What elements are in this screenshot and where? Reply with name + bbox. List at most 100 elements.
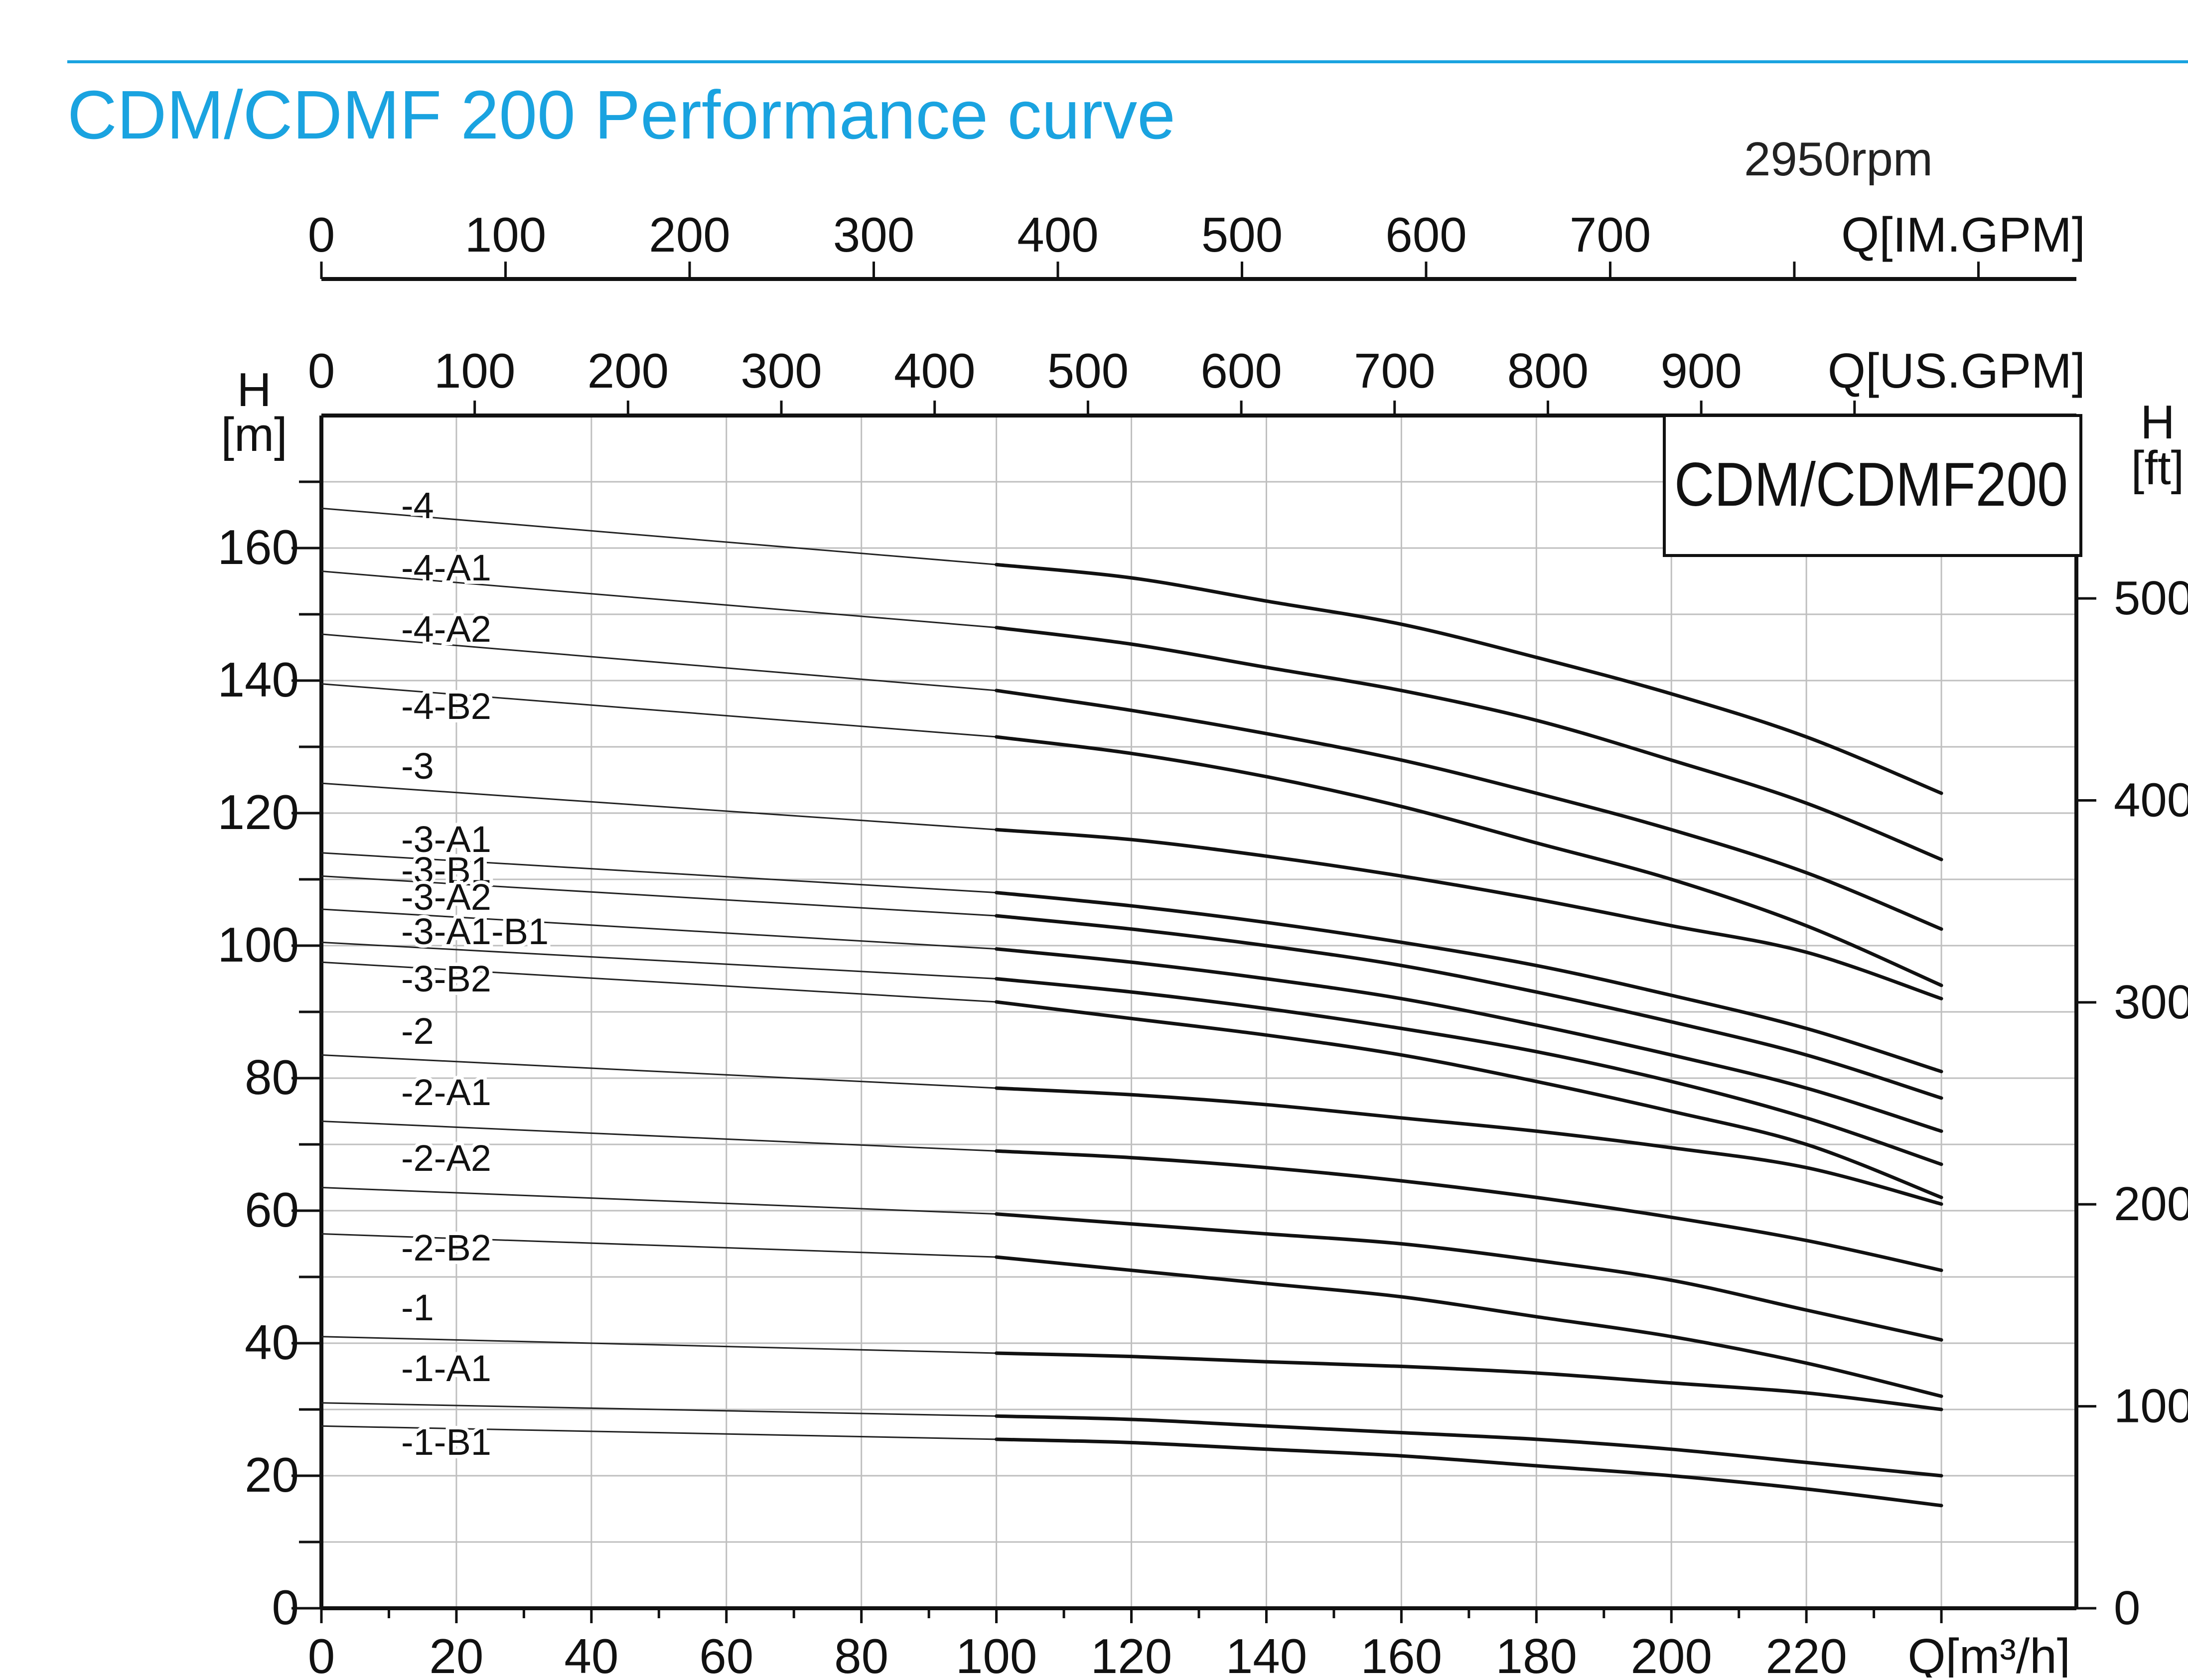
curve-stage-4 bbox=[995, 562, 1943, 795]
curve-stage-1 bbox=[995, 1351, 1943, 1411]
curve-label: -2-B2 bbox=[401, 1227, 491, 1268]
x-us-tick-label: 0 bbox=[308, 343, 335, 398]
curve-label: -2-A2 bbox=[401, 1137, 491, 1179]
x-im-tick-label: 500 bbox=[1201, 207, 1283, 262]
y-ft-tick-label: 300 bbox=[2114, 976, 2188, 1029]
curve-labels: -4 -4-A1 -4-A2 -4-B2 -3 -3-A1-3-B1-3-A2-3-A1-… bbox=[398, 481, 552, 1466]
x-tick-label: 0 bbox=[308, 1629, 335, 1678]
curve-stage-4-B2 bbox=[995, 735, 1943, 987]
curve-stage-2-A1 bbox=[995, 1149, 1943, 1272]
curve-label: -4-B2 bbox=[401, 686, 491, 727]
y-tick-label: 20 bbox=[245, 1447, 299, 1502]
x-us-tick-label: 400 bbox=[894, 343, 976, 398]
leader-stage-3 bbox=[321, 782, 997, 831]
x-tick-label: 60 bbox=[699, 1629, 753, 1678]
curve-stage-1-B1 bbox=[995, 1437, 1943, 1508]
y-axis-label-h: H bbox=[237, 363, 271, 417]
y-ft-tick-label: 500 bbox=[2114, 571, 2188, 625]
curve-label: -4-A1 bbox=[401, 547, 491, 588]
curve-stage-3-A2 bbox=[995, 947, 1943, 1133]
leader-stage-2-B2 bbox=[321, 1233, 997, 1258]
leader-stage-3-A1 bbox=[321, 852, 997, 894]
x-us-tick-label: 900 bbox=[1660, 343, 1742, 398]
curve-label: -2 bbox=[401, 1010, 434, 1052]
curve-stage-3-B1 bbox=[995, 914, 1943, 1100]
x-tick-label: 140 bbox=[1226, 1629, 1308, 1678]
leader-stage-3-A2 bbox=[321, 908, 997, 950]
curve-label: -1-B1 bbox=[401, 1421, 491, 1463]
curve-label: -3-B2 bbox=[401, 958, 491, 999]
leader-stage-4-A1 bbox=[321, 570, 997, 629]
curve-label: -3 bbox=[401, 745, 434, 787]
leader-stage-1-A1 bbox=[321, 1402, 997, 1417]
curve-stage-3-B2 bbox=[995, 1000, 1943, 1199]
curve-stage-3 bbox=[995, 828, 1943, 1000]
page-title: CDM/CDMF 200 Performance curve bbox=[67, 77, 1175, 153]
y-ft-tick-label: 0 bbox=[2114, 1581, 2140, 1635]
y-ft-axis-label-unit: [ft] bbox=[2131, 441, 2185, 495]
axes: 020406080100120140160H[m]010020030040050… bbox=[217, 207, 2188, 1680]
leader-stage-4 bbox=[321, 507, 997, 565]
speed-label: 2950rpm bbox=[1744, 133, 1933, 186]
x-us-tick-label: 200 bbox=[587, 343, 669, 398]
leader-stage-3-B1 bbox=[321, 875, 997, 917]
y-ft-axis-label-h: H bbox=[2140, 396, 2175, 449]
x-us-tick-label: 600 bbox=[1200, 343, 1282, 398]
y-tick-label: 160 bbox=[217, 520, 299, 574]
y-tick-label: 100 bbox=[217, 917, 299, 972]
y-tick-label: 40 bbox=[245, 1315, 299, 1370]
grid-lines bbox=[321, 416, 2076, 1608]
x-us-axis-label: Q[US.GPM] bbox=[1828, 343, 2085, 398]
shutoff-leader-lines bbox=[321, 507, 997, 1440]
x-us-tick-label: 500 bbox=[1047, 343, 1129, 398]
curve-label: -1-A1 bbox=[401, 1348, 491, 1389]
x-im-tick-label: 200 bbox=[649, 207, 730, 262]
x-tick-label: 40 bbox=[564, 1629, 618, 1678]
curve-stage-2 bbox=[995, 1086, 1943, 1206]
curve-label: -3-A2 bbox=[401, 876, 491, 918]
curve-label: -1 bbox=[401, 1287, 434, 1328]
leader-stage-2-A2 bbox=[321, 1186, 997, 1215]
leader-stage-3-B2 bbox=[321, 961, 997, 1003]
x-tick-label: 180 bbox=[1496, 1629, 1578, 1678]
y-axis-label-unit: [m] bbox=[221, 408, 287, 461]
x-im-tick-label: 600 bbox=[1385, 207, 1467, 262]
curve-stage-3-A1-B1 bbox=[995, 977, 1943, 1166]
y-tick-label: 0 bbox=[272, 1580, 299, 1635]
curve-stage-4-A1 bbox=[995, 626, 1943, 861]
x-im-tick-label: 0 bbox=[308, 207, 335, 262]
x-im-axis-label: Q[IM.GPM] bbox=[1841, 207, 2085, 262]
performance-curves bbox=[995, 562, 1943, 1508]
x-tick-label: 100 bbox=[956, 1629, 1037, 1678]
x-us-tick-label: 800 bbox=[1507, 343, 1589, 398]
leader-stage-3-A1-B1 bbox=[321, 941, 997, 980]
leader-stage-2 bbox=[321, 1054, 997, 1089]
x-tick-label: 20 bbox=[429, 1629, 483, 1678]
y-ft-tick-label: 100 bbox=[2114, 1380, 2188, 1433]
y-ft-tick-label: 400 bbox=[2114, 773, 2188, 827]
x-us-tick-label: 100 bbox=[434, 343, 516, 398]
leader-stage-2-A1 bbox=[321, 1120, 997, 1152]
x-im-tick-label: 400 bbox=[1017, 207, 1099, 262]
curve-label: -4 bbox=[401, 485, 434, 526]
y-tick-label: 140 bbox=[217, 652, 299, 707]
curve-stage-2-A2 bbox=[995, 1212, 1943, 1342]
curve-stage-3-A1 bbox=[995, 891, 1943, 1074]
y-ft-tick-label: 200 bbox=[2114, 1177, 2188, 1231]
model-label-box bbox=[1663, 414, 2082, 557]
leader-stage-1 bbox=[321, 1336, 997, 1354]
curve-label: -3-A1 bbox=[401, 819, 491, 860]
curve-label: -4-A2 bbox=[401, 608, 491, 650]
x-im-tick-label: 300 bbox=[833, 207, 915, 262]
x-im-tick-label: 100 bbox=[465, 207, 547, 262]
x-axis-label: Q[m³/h] bbox=[1907, 1629, 2070, 1678]
y-tick-label: 120 bbox=[217, 785, 299, 840]
y-tick-label: 80 bbox=[245, 1050, 299, 1105]
x-tick-label: 200 bbox=[1630, 1629, 1712, 1678]
x-tick-label: 160 bbox=[1361, 1629, 1443, 1678]
curve-label: -3-B1 bbox=[401, 849, 491, 891]
curve-label: -3-A1-B1 bbox=[401, 911, 549, 952]
x-tick-label: 220 bbox=[1765, 1629, 1847, 1678]
